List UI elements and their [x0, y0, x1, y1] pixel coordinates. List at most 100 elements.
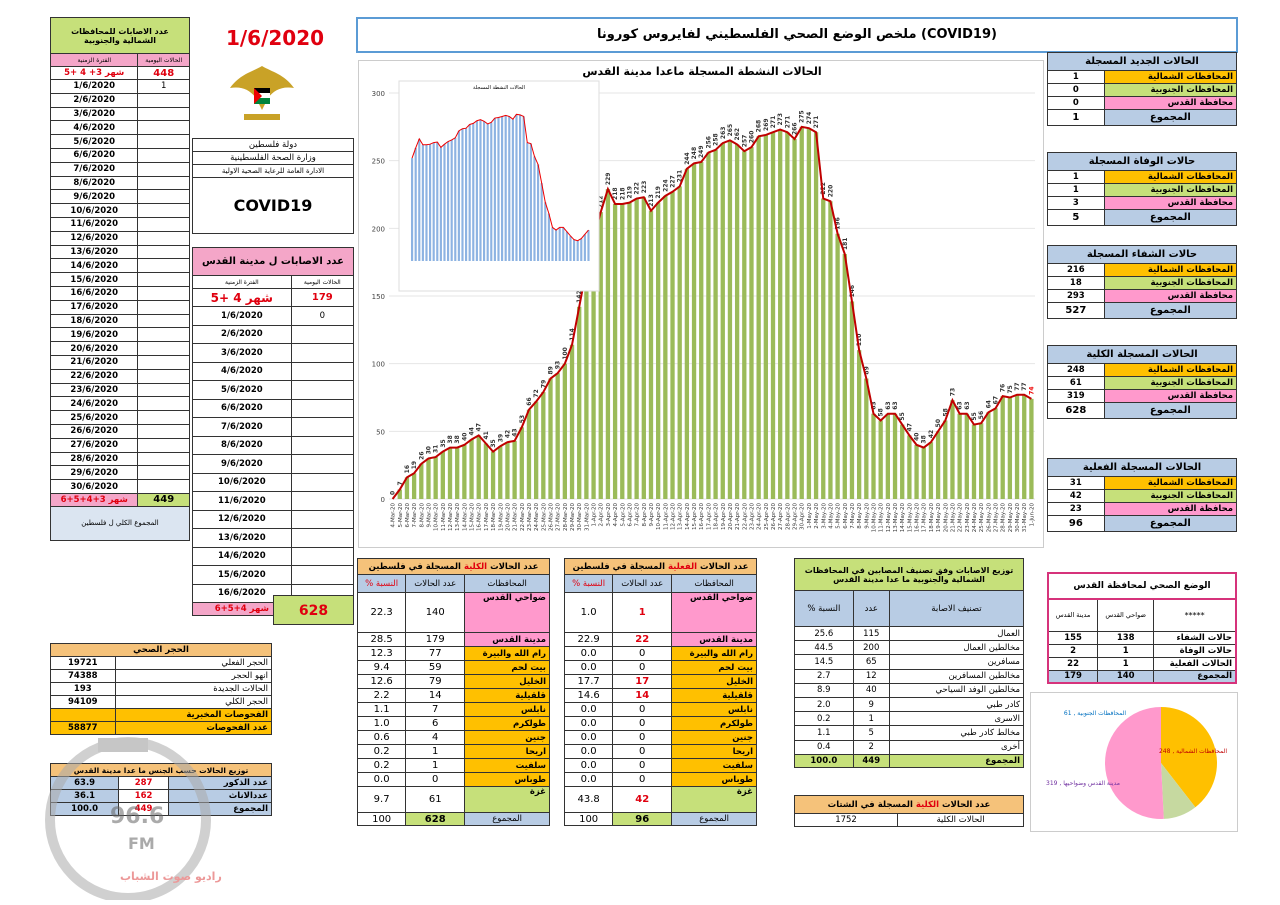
pie-label: المحافظات الجنوبية , 61	[1064, 710, 1127, 717]
quarantine-panel: الحجر الصحي الحجر الفعلي 19721 انهو الحجر 7…	[50, 643, 273, 735]
gov-pct: 9.4	[356, 660, 407, 675]
gov-name: مدينة القدس	[671, 632, 757, 647]
class-count: 65	[852, 654, 890, 670]
ns-row: 25/6/2020	[49, 410, 190, 425]
gov-row: غزة 42 43.8	[563, 786, 757, 813]
gov-count: 1	[612, 592, 673, 633]
bar	[964, 413, 969, 499]
data-label: 93	[555, 361, 562, 369]
jer-status-city: 2	[1047, 643, 1099, 658]
inset-bar	[457, 130, 460, 261]
class-row: الاسرى 1 0.2	[794, 711, 1025, 727]
gov-pct: 2.2	[356, 688, 407, 703]
diaspora-title-c: المسجلة في الشتات	[827, 799, 913, 810]
bar	[885, 413, 891, 499]
bar	[548, 378, 553, 499]
class-col-count: عدد	[852, 590, 890, 627]
bar	[577, 306, 582, 499]
summary-total-label: المجموع	[1103, 109, 1238, 126]
gov-name: طوباس	[464, 772, 550, 787]
ns-row-date: 30/6/2020	[49, 479, 139, 494]
summary-total-value: 628	[1047, 402, 1105, 419]
ns-row-date: 10/6/2020	[49, 203, 139, 218]
gov-pct: 12.3	[356, 646, 407, 661]
bar	[871, 413, 876, 499]
ns-row-value	[137, 120, 190, 136]
gov-name: قلقيلية	[464, 688, 550, 703]
inset-bar	[475, 120, 478, 261]
ns-row-date: 26/6/2020	[49, 423, 139, 439]
data-label: 249	[698, 145, 705, 158]
x-tick-label: 15-Apr-20	[692, 503, 698, 531]
x-tick-label: 24-Mar-20	[534, 503, 540, 531]
class-count: 200	[852, 640, 890, 656]
ns-row-value	[137, 189, 190, 205]
ns-row-value	[137, 203, 190, 218]
jer-status-label: حالات الوفاة	[1153, 643, 1237, 658]
ns-row: 24/6/2020	[49, 396, 190, 412]
ns-row-value	[137, 258, 190, 274]
data-label: 63	[885, 401, 892, 409]
bar	[469, 439, 474, 499]
recovered-title: حالات الشفاء المسجلة	[1047, 245, 1237, 264]
jer-status-row: حالات الشفاء 138 155	[1047, 630, 1237, 645]
jer-row-date: 3/6/2020	[192, 343, 292, 363]
ns-row: 18/6/2020	[49, 313, 190, 329]
ns-row: 10/6/2020	[49, 203, 190, 218]
bar	[813, 132, 819, 499]
ns-row-date: 5/6/2020	[49, 134, 139, 149]
class-pct: 44.5	[794, 640, 854, 656]
data-label: 73	[949, 388, 956, 396]
summary-value: 3	[1047, 196, 1105, 210]
quarantine-row: انهو الحجر 74388	[50, 669, 273, 683]
gov-row: الخليل 17 17.7	[563, 674, 757, 689]
class-row: مخالط كادر طبي 5 1.1	[794, 725, 1025, 741]
jer-row-date: 5/6/2020	[192, 380, 292, 400]
ns-row: 17/6/2020	[49, 299, 190, 315]
diaspora-panel: عدد الحالات الكلية المسجلة في الشتات الح…	[793, 795, 1024, 827]
gov-name: غزة	[671, 786, 757, 813]
jer-row: 10/6/2020	[192, 472, 355, 492]
bar	[770, 132, 776, 499]
jer-row-value: 0	[290, 306, 355, 326]
page-title: ملخص الوضع الصحي الفلسطيني لفايروس كورون…	[356, 17, 1238, 53]
summary-total-label: المجموع	[1103, 402, 1238, 419]
ns-row-date: 19/6/2020	[49, 327, 139, 343]
gov-name: ضواحي القدس	[464, 592, 550, 633]
pie-slice	[1161, 763, 1196, 819]
x-tick-label: 19-Apr-20	[721, 503, 727, 531]
x-tick-label: 27-Apr-20	[778, 503, 784, 531]
class-name: مسافرين	[888, 654, 1025, 670]
x-tick-label: 20-May-20	[943, 503, 949, 533]
ns-row: 11/6/2020	[49, 216, 190, 232]
summary-value: 0	[1047, 83, 1105, 97]
data-label: 0	[390, 491, 397, 495]
gov-count: 140	[405, 592, 466, 633]
gender-panel: توزيع الحالات حسب الجنس ما عدا مدينة الق…	[49, 763, 273, 816]
gov-name: غزة	[464, 786, 550, 813]
x-tick-label: 23-Apr-20	[749, 503, 755, 531]
ns-row: 12/6/2020	[49, 230, 190, 246]
bar	[1022, 394, 1027, 499]
summary-label: المحافظات الشمالية	[1103, 70, 1238, 84]
y-tick-label: 200	[372, 225, 385, 233]
inset-bar	[551, 227, 554, 261]
inset-bar	[421, 144, 424, 261]
class-name: مخالطين الوفد السياحي	[888, 682, 1025, 698]
bar	[455, 447, 460, 499]
x-tick-label: 25-May-20	[979, 503, 985, 533]
gov-count: 61	[405, 786, 466, 813]
x-tick-label: 22-Apr-20	[742, 503, 748, 531]
bar	[713, 149, 718, 499]
ns-row: 5/6/2020	[49, 134, 190, 149]
ns-row-value	[137, 175, 190, 191]
jer-row-date: 7/6/2020	[192, 417, 292, 437]
ns-row-date: 16/6/2020	[49, 285, 139, 301]
x-tick-label: 22-Mar-20	[520, 503, 526, 531]
x-tick-label: 28-May-20	[1001, 503, 1007, 533]
x-tick-label: 8-Apr-20	[642, 503, 648, 527]
jer-row-value	[290, 491, 355, 511]
x-tick-label: 27-May-20	[994, 503, 1000, 533]
gov-count: 77	[405, 646, 466, 661]
quarantine-row: الحجر الفعلي 19721	[50, 656, 273, 670]
